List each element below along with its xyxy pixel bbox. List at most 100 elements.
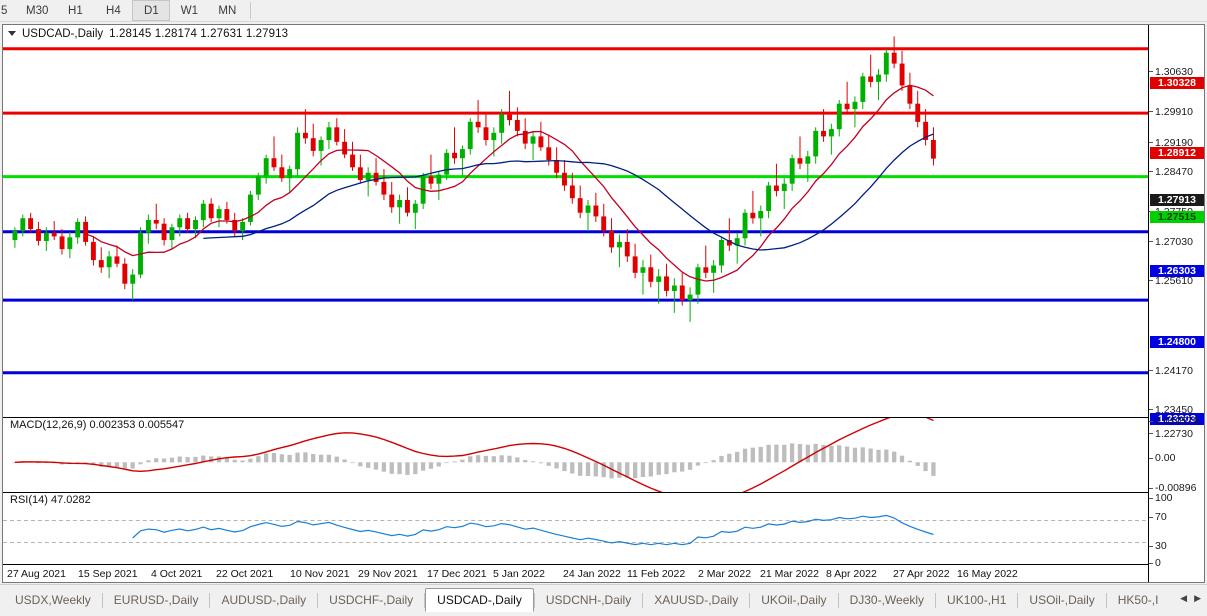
price-axis-tick: 1.29910 bbox=[1149, 105, 1205, 118]
time-axis-label: 2 Mar 2022 bbox=[698, 568, 752, 580]
timeframe-button-w1[interactable]: W1 bbox=[180, 4, 198, 17]
tab-divider bbox=[209, 593, 211, 608]
chart-tab-usdcnh-daily[interactable]: USDCNH-,Daily bbox=[545, 593, 632, 607]
tab-divider bbox=[935, 593, 937, 608]
tab-divider bbox=[642, 593, 644, 608]
timeframe-toolbar: 5 M30 H1 H4 D1 W1 MN bbox=[0, 0, 1207, 22]
axis-tick-label: 1.23450 bbox=[1155, 403, 1193, 416]
axis-tick-mark bbox=[1149, 370, 1153, 371]
rsi-axis-tick: 100 bbox=[1149, 492, 1205, 504]
caret-down-icon[interactable] bbox=[8, 31, 16, 36]
timeframe-button-d1[interactable]: D1 bbox=[132, 0, 171, 21]
axis-tick-label: 1.25610 bbox=[1155, 274, 1193, 287]
chart-frame[interactable]: USDCAD-,Daily 1.28145 1.28174 1.27631 1.… bbox=[2, 24, 1205, 583]
price-axis-tick: 1.24170 bbox=[1149, 364, 1205, 377]
axis-tick-mark bbox=[1149, 497, 1153, 499]
time-axis: 27 Aug 2021 15 Sep 2021 4 Oct 2021 22 Oct 2… bbox=[3, 564, 1148, 584]
price-badge-red[interactable]: 1.30328 bbox=[1150, 77, 1204, 89]
axis-tick-mark bbox=[1149, 71, 1153, 72]
time-axis-label: 5 Jan 2022 bbox=[493, 568, 545, 580]
timeframe-button-m30[interactable]: M30 bbox=[26, 4, 49, 17]
tab-scroll-controls: ◀ ▶ bbox=[1180, 593, 1207, 604]
rsi-label: RSI(14) 47.0282 bbox=[8, 494, 93, 506]
tab-divider bbox=[749, 593, 751, 608]
rsi-chart-svg bbox=[3, 514, 1148, 546]
tab-divider bbox=[424, 593, 426, 608]
rsi-pane[interactable]: RSI(14) 47.0282 bbox=[3, 492, 1148, 564]
price-axis-tick: 1.27030 bbox=[1149, 235, 1205, 248]
macd-label: MACD(12,26,9) 0.002353 0.005547 bbox=[8, 419, 187, 431]
timeframe-button-h1[interactable]: H1 bbox=[68, 4, 83, 17]
price-badge-black[interactable]: 1.27913 bbox=[1150, 194, 1204, 206]
price-axis-tick: 1.28470 bbox=[1149, 165, 1205, 178]
axis-tick-label: 0 bbox=[1155, 557, 1161, 569]
chart-tab-usdcad-daily[interactable]: USDCAD-,Daily bbox=[425, 588, 534, 612]
time-axis-label: 8 Apr 2022 bbox=[826, 568, 877, 580]
axis-tick-label: 0.00 bbox=[1155, 452, 1176, 464]
tab-divider bbox=[101, 593, 103, 608]
macd-axis-tick: 0.010578 bbox=[1149, 415, 1205, 427]
axis-tick-label: 1.27030 bbox=[1155, 235, 1193, 248]
price-badge-red[interactable]: 1.28912 bbox=[1150, 147, 1204, 159]
symbol-header: USDCAD-,Daily 1.28145 1.28174 1.27631 1.… bbox=[3, 25, 1148, 42]
price-badge-blue[interactable]: 1.26303 bbox=[1150, 265, 1204, 277]
macd-axis-tick: 0.00 bbox=[1149, 452, 1205, 464]
timeframe-button-mn[interactable]: MN bbox=[218, 4, 237, 17]
timeframe-button-5[interactable]: 5 bbox=[1, 4, 8, 17]
rsi-axis-tick: 30 bbox=[1149, 540, 1205, 552]
price-chart-svg bbox=[3, 36, 1148, 375]
axis-tick-label: 1.29910 bbox=[1155, 105, 1193, 118]
axis-tick-label: 70 bbox=[1155, 511, 1167, 523]
time-axis-label: 16 May 2022 bbox=[957, 568, 1018, 580]
price-axis-tick: 1.22730 bbox=[1149, 427, 1205, 440]
axis-tick-label: 1.24170 bbox=[1155, 364, 1193, 377]
price-badge-green[interactable]: 1.27515 bbox=[1150, 211, 1204, 223]
macd-chart-svg bbox=[12, 418, 936, 492]
chart-tab-ukoil-daily[interactable]: UKOil-,Daily bbox=[761, 593, 827, 607]
time-axis-label: 22 Oct 2021 bbox=[216, 568, 274, 580]
chart-tab-dj30-weekly[interactable]: DJ30-,Weekly bbox=[849, 593, 925, 607]
price-axis-tick: 1.29190 bbox=[1149, 136, 1205, 149]
axis-tick-mark bbox=[1149, 142, 1153, 143]
macd-pane[interactable]: MACD(12,26,9) 0.002353 0.005547 bbox=[3, 417, 1148, 492]
time-axis-label: 27 Aug 2021 bbox=[7, 568, 66, 580]
chart-tab-usdx-weekly[interactable]: USDX,Weekly bbox=[15, 593, 91, 607]
chart-tab-audusd-daily[interactable]: AUDUSD-,Daily bbox=[221, 593, 307, 607]
time-axis-label: 21 Mar 2022 bbox=[760, 568, 819, 580]
chart-tab-usoil-daily[interactable]: USOil-,Daily bbox=[1029, 593, 1095, 607]
scroll-right-icon[interactable]: ▶ bbox=[1194, 593, 1201, 603]
time-axis-label: 4 Oct 2021 bbox=[151, 568, 203, 580]
axis-tick-label: 1.22730 bbox=[1155, 427, 1193, 440]
tab-divider bbox=[533, 593, 535, 608]
time-axis-label: 11 Feb 2022 bbox=[627, 568, 686, 580]
price-badge-blue[interactable]: 1.23203 bbox=[1150, 413, 1204, 425]
axis-tick-label: 1.30630 bbox=[1155, 65, 1193, 78]
chart-tab-eurusd-daily[interactable]: EURUSD-,Daily bbox=[113, 593, 199, 607]
chart-tab-strip: USDX,Weekly EURUSD-,Daily AUDUSD-,Daily USD… bbox=[0, 584, 1207, 616]
price-axis[interactable]: 1.306301.299101.291901.284701.277501.270… bbox=[1148, 25, 1204, 582]
axis-tick-label: 0.010578 bbox=[1155, 415, 1199, 427]
plot-area[interactable]: USDCAD-,Daily 1.28145 1.28174 1.27631 1.… bbox=[3, 25, 1148, 582]
chart-tab-usdchf-daily[interactable]: USDCHF-,Daily bbox=[329, 593, 414, 607]
toolbar-divider bbox=[250, 2, 252, 19]
time-axis-label: 27 Apr 2022 bbox=[893, 568, 950, 580]
axis-tick-mark bbox=[1149, 516, 1153, 518]
tab-divider bbox=[1105, 593, 1107, 608]
chart-tab-uk100-h1[interactable]: UK100-,H1 bbox=[947, 593, 1007, 607]
tab-divider bbox=[317, 593, 319, 608]
axis-tick-label: 1.29190 bbox=[1155, 136, 1193, 149]
price-pane[interactable]: USDCAD-,Daily 1.28145 1.28174 1.27631 1.… bbox=[3, 25, 1148, 416]
ohlc-values: 1.28145 1.28174 1.27631 1.27913 bbox=[109, 27, 289, 40]
timeframe-button-h4[interactable]: H4 bbox=[106, 4, 121, 17]
axis-tick-label: 100 bbox=[1155, 492, 1173, 504]
chart-tab-hk50-i[interactable]: HK50-,I bbox=[1117, 593, 1159, 607]
time-axis-label: 10 Nov 2021 bbox=[290, 568, 350, 580]
axis-tick-label: 30 bbox=[1155, 540, 1167, 552]
chart-tab-xauusd-daily[interactable]: XAUUSD-,Daily bbox=[654, 593, 739, 607]
price-badge-blue[interactable]: 1.24800 bbox=[1150, 336, 1204, 348]
rsi-axis-tick: 70 bbox=[1149, 511, 1205, 523]
axis-tick-label: 1.28470 bbox=[1155, 165, 1193, 178]
axis-tick-mark bbox=[1149, 241, 1153, 242]
scroll-left-icon[interactable]: ◀ bbox=[1180, 593, 1188, 603]
axis-tick-mark bbox=[1149, 457, 1153, 459]
